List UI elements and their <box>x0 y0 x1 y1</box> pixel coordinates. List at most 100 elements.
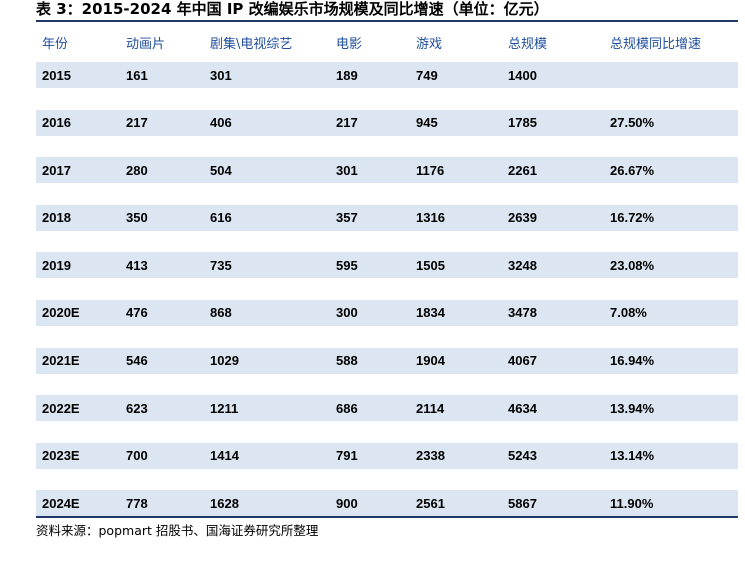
cell-drama-variety: 504 <box>210 162 232 178</box>
cell-total: 2639 <box>508 210 537 226</box>
cell-games: 1176 <box>416 162 445 178</box>
cell-film: 217 <box>336 115 358 131</box>
cell-film: 189 <box>336 67 358 83</box>
cell-drama-variety: 406 <box>210 115 232 131</box>
cell-games: 749 <box>416 67 438 83</box>
cell-animation: 778 <box>126 495 148 511</box>
table-row: 2017 280 504 301 1176 2261 26.67% <box>36 157 738 184</box>
cell-total-yoy: 13.94% <box>610 400 655 416</box>
cell-animation: 161 <box>126 67 148 83</box>
row-spacer <box>36 421 738 443</box>
cell-film: 300 <box>336 305 358 321</box>
cell-total: 1400 <box>508 67 537 83</box>
cell-games: 2338 <box>416 448 445 464</box>
row-spacer <box>36 278 738 300</box>
cell-games: 2114 <box>416 400 445 416</box>
cell-total: 3248 <box>508 257 537 273</box>
cell-animation: 217 <box>126 115 148 131</box>
cell-total-yoy: 11.90% <box>610 495 654 511</box>
source-note: 资料来源：popmart 招股书、国海证券研究所整理 <box>36 523 319 538</box>
header-total: 总规模 <box>508 36 548 52</box>
row-spacer <box>36 88 738 110</box>
cell-drama-variety: 301 <box>210 67 232 83</box>
table-row: 2024E 778 1628 900 2561 5867 11.90% <box>36 490 738 519</box>
cell-year: 2019 <box>42 257 71 273</box>
header-animation: 动画片 <box>126 36 166 52</box>
header-year: 年份 <box>42 36 69 52</box>
cell-games: 1834 <box>416 305 445 321</box>
cell-film: 900 <box>336 495 358 511</box>
cell-total: 5243 <box>508 448 537 464</box>
header-drama-variety: 剧集\电视综艺 <box>210 36 293 52</box>
cell-drama-variety: 1029 <box>210 353 239 369</box>
cell-animation: 280 <box>126 162 148 178</box>
cell-games: 1316 <box>416 210 445 226</box>
cell-total-yoy: 7.08% <box>610 305 647 321</box>
cell-games: 945 <box>416 115 438 131</box>
cell-total-yoy: 26.67% <box>610 162 655 178</box>
cell-animation: 413 <box>126 257 148 273</box>
cell-total: 1785 <box>508 115 537 131</box>
cell-year: 2024E <box>42 495 80 511</box>
header-total-yoy: 总规模同比增速 <box>610 36 702 52</box>
cell-drama-variety: 868 <box>210 305 232 321</box>
cell-year: 2017 <box>42 162 71 178</box>
table-header-row: 年份 动画片 剧集\电视综艺 电影 游戏 总规模 总规模同比增速 <box>36 22 738 62</box>
cell-film: 588 <box>336 353 358 369</box>
cell-total: 3478 <box>508 305 537 321</box>
table-row: 2016 217 406 217 945 1785 27.50% <box>36 109 738 136</box>
cell-animation: 623 <box>126 400 148 416</box>
row-spacer <box>36 135 738 158</box>
market-size-table: 年份 动画片 剧集\电视综艺 电影 游戏 总规模 总规模同比增速 2015 161… <box>36 20 738 519</box>
cell-drama-variety: 1414 <box>210 448 239 464</box>
cell-year: 2020E <box>42 305 80 321</box>
cell-animation: 350 <box>126 210 148 226</box>
cell-total-yoy: 27.50% <box>610 115 655 131</box>
cell-drama-variety: 1628 <box>210 495 239 511</box>
cell-animation: 546 <box>126 353 148 369</box>
cell-film: 686 <box>336 400 358 416</box>
cell-animation: 476 <box>126 305 148 321</box>
cell-year: 2023E <box>42 448 80 464</box>
cell-drama-variety: 1211 <box>210 400 239 416</box>
table-row: 2015 161 301 189 749 1400 <box>36 62 738 88</box>
cell-total: 4067 <box>508 353 537 369</box>
row-spacer <box>36 183 738 205</box>
header-games: 游戏 <box>416 36 443 52</box>
table-body: 2015 161 301 189 749 1400 2016 217 406 217 945 1785… <box>36 62 738 519</box>
cell-film: 357 <box>336 210 358 226</box>
cell-games: 1505 <box>416 257 445 273</box>
cell-drama-variety: 616 <box>210 210 232 226</box>
cell-games: 1904 <box>416 353 445 369</box>
row-spacer <box>36 230 738 253</box>
cell-total-yoy: 23.08% <box>610 257 655 273</box>
row-spacer <box>36 468 738 491</box>
cell-film: 791 <box>336 448 358 464</box>
table-row: 2019 413 735 595 1505 3248 23.08% <box>36 252 738 279</box>
cell-total: 5867 <box>508 495 537 511</box>
header-film: 电影 <box>336 36 363 52</box>
table-row: 2020E 476 868 300 1834 3478 7.08% <box>36 299 738 326</box>
cell-year: 2018 <box>42 210 71 226</box>
cell-year: 2021E <box>42 353 80 369</box>
table-row: 2018 350 616 357 1316 2639 16.72% <box>36 204 738 231</box>
cell-total: 4634 <box>508 400 537 416</box>
table-caption: 表 3：2015-2024 年中国 IP 改编娱乐市场规模及同比增速（单位：亿元… <box>36 0 549 18</box>
cell-year: 2015 <box>42 67 71 83</box>
cell-animation: 700 <box>126 448 148 464</box>
row-spacer <box>36 325 738 348</box>
cell-drama-variety: 735 <box>210 257 232 273</box>
row-spacer <box>36 373 738 396</box>
cell-total-yoy: 13.14% <box>610 448 655 464</box>
table-row: 2022E 623 1211 686 2114 4634 13.94% <box>36 395 738 422</box>
table-row: 2021E 546 1029 588 1904 4067 16.94% <box>36 347 738 374</box>
cell-year: 2016 <box>42 115 71 131</box>
cell-year: 2022E <box>42 400 80 416</box>
cell-film: 301 <box>336 162 358 178</box>
cell-total: 2261 <box>508 162 537 178</box>
cell-games: 2561 <box>416 495 445 511</box>
cell-film: 595 <box>336 257 358 273</box>
table-row: 2023E 700 1414 791 2338 5243 13.14% <box>36 442 738 469</box>
cell-total-yoy: 16.94% <box>610 353 655 369</box>
cell-total-yoy: 16.72% <box>610 210 655 226</box>
